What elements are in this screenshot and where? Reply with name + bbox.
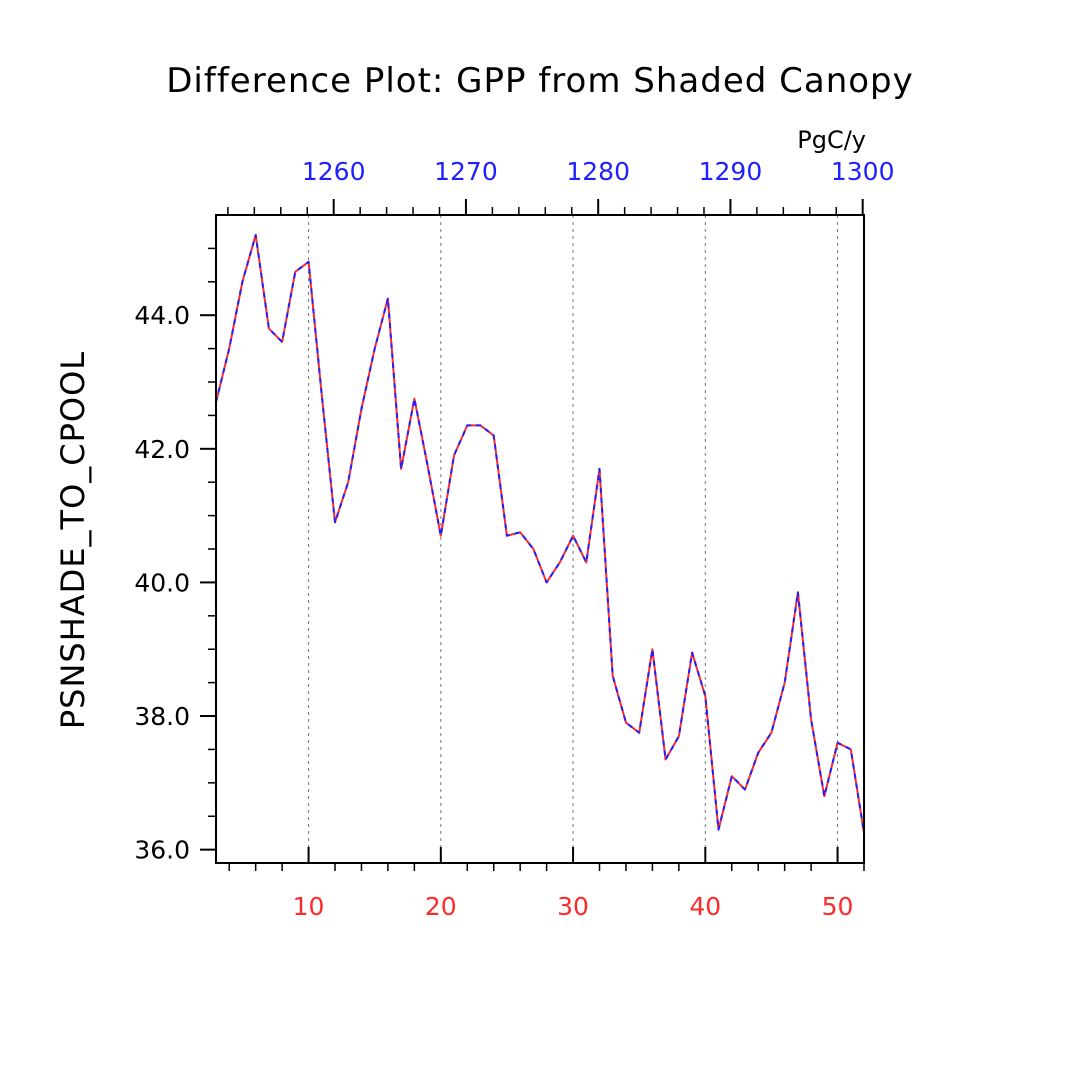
plot-frame [215,214,865,864]
x-top-tick-label: 1270 [434,157,498,186]
x-bottom-tick-label: 40 [689,892,721,921]
y-tick-label: 44.0 [134,301,190,330]
x-bottom-tick-label: 10 [293,892,325,921]
x-ticks-bottom: 10 20 30 40 50 [228,847,865,921]
series-line-2 [215,234,865,834]
y-axis-label: PSNSHADE_TO_CPOOL [54,351,92,729]
x-bottom-tick-label: 30 [557,892,589,921]
x-top-tick-label: 1290 [699,157,763,186]
top-axis-unit-label: PgC/y [797,126,866,154]
x-top-tick-label: 1300 [831,157,895,186]
y-tick-label: 38.0 [134,702,190,731]
y-tick-label: 42.0 [134,435,190,464]
series-line-1 [215,234,865,834]
x-ticks-top: 1260 1270 1280 1290 1300 [227,157,895,215]
chart-title: Difference Plot: GPP from Shaded Canopy [166,61,914,101]
x-bottom-tick-label: 50 [822,892,854,921]
y-tick-label: 40.0 [134,568,190,597]
x-top-tick-label: 1260 [302,157,366,186]
vertical-grid [308,215,839,863]
x-top-tick-label: 1280 [566,157,630,186]
y-tick-label: 36.0 [134,836,190,865]
series-layer [215,234,865,834]
axes-layer [215,214,865,864]
x-bottom-tick-label: 20 [425,892,457,921]
y-ticks: 36.0 38.0 40.0 42.0 44.0 [134,247,216,865]
